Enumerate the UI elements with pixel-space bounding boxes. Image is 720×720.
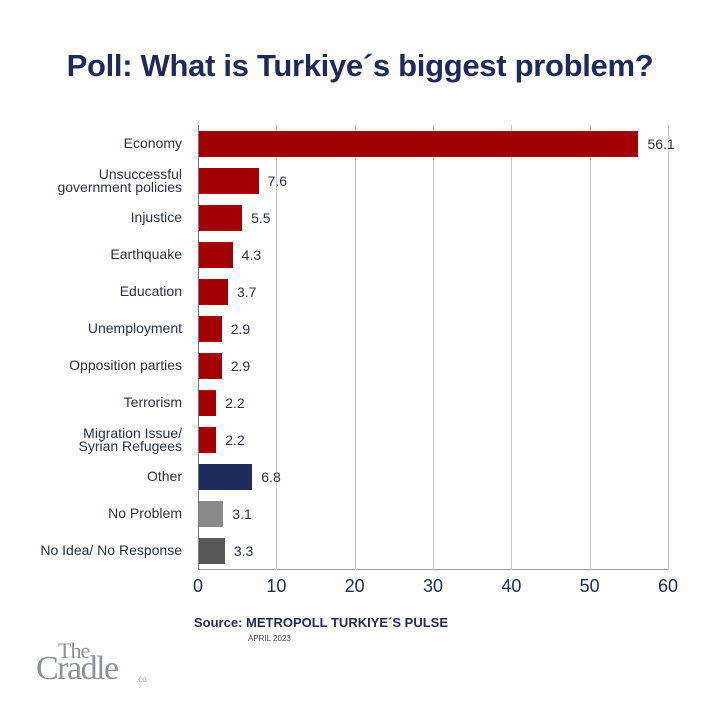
bar	[199, 390, 217, 416]
plot-area: 56.1 7.6 5.5 4.3 3.7 2.9 2.9 2.2 2.2 6.8 3.1 3.3	[198, 125, 675, 570]
x-tick-label: 50	[579, 576, 600, 596]
category-label-line: government policies	[57, 179, 182, 195]
category-label-line: Earthquake	[110, 246, 182, 262]
logo-the: The	[58, 638, 90, 663]
y-axis-line	[198, 125, 199, 570]
x-tick-label: 40	[501, 576, 522, 596]
category-label-line: Migration Issue/	[83, 425, 182, 441]
bar	[199, 168, 259, 194]
x-tick-label: 30	[422, 576, 444, 596]
bar	[199, 242, 233, 268]
bar-value-label: 4.3	[241, 247, 262, 263]
bar-value-label: 3.1	[232, 506, 252, 522]
bar-value-label: 3.3	[233, 543, 254, 559]
category-label: Education	[119, 283, 182, 299]
bar	[199, 501, 224, 527]
gridline	[511, 125, 513, 570]
gridline	[433, 125, 434, 570]
category-label: Economy	[123, 135, 182, 151]
bar	[199, 279, 228, 305]
bar-value-label: 6.8	[261, 469, 281, 485]
source-text: Source: METROPOLL TURKIYE´S PULSE	[194, 615, 449, 630]
bar-value-label: 2.9	[230, 358, 251, 374]
bar	[199, 205, 243, 231]
bar-value-label: 7.6	[267, 173, 287, 189]
bar	[199, 131, 639, 157]
logo-suffix: .co	[136, 674, 147, 684]
x-tick-label: 10	[266, 576, 287, 596]
source-date: APRIL 2023	[248, 634, 291, 643]
category-label-line: Education	[119, 283, 182, 299]
category-label-line: Injustice	[130, 209, 182, 225]
category-label: Terrorism	[123, 394, 182, 410]
category-label: No Idea/ No Response	[40, 542, 182, 558]
category-label: Migration Issue/Syrian Refugees	[78, 425, 182, 454]
category-label-line: No Idea/ No Response	[40, 542, 182, 558]
bar-value-label: 5.5	[251, 210, 271, 226]
gridline	[354, 125, 356, 570]
x-tick-label: 20	[344, 576, 365, 596]
category-label-line: Terrorism	[123, 394, 182, 410]
category-label-line: Unemployment	[87, 320, 182, 336]
category-label: Unemployment	[87, 320, 182, 336]
logo-cradle: Cradle	[36, 650, 119, 687]
category-label: No Problem	[108, 505, 182, 521]
bar	[199, 316, 222, 342]
gridline	[589, 125, 591, 570]
x-tick-label: 60	[657, 576, 679, 596]
gridline	[668, 125, 669, 570]
category-label: Other	[146, 468, 182, 484]
chart-title: Poll: What is Turkiye´s biggest problem?	[66, 48, 654, 83]
category-label-line: Opposition parties	[69, 357, 182, 373]
category-label-line: Economy	[123, 135, 182, 151]
bar	[199, 427, 217, 453]
bar	[199, 464, 253, 490]
bar-value-label: 2.9	[230, 321, 251, 337]
category-label: Opposition parties	[69, 357, 182, 373]
category-label-line: Unsuccessful	[98, 166, 182, 182]
category-label-line: No Problem	[108, 505, 182, 521]
category-label: Injustice	[130, 209, 182, 225]
category-label-line: Other	[146, 468, 182, 484]
gridline	[276, 125, 278, 570]
bar-value-label: 3.7	[236, 284, 257, 300]
x-tick-label: 0	[192, 576, 204, 596]
bar	[199, 353, 222, 379]
category-label: Unsuccessful government policies	[57, 166, 182, 195]
bar-value-label: 2.2	[225, 395, 245, 411]
bar	[199, 538, 225, 564]
bar-value-label: 2.2	[225, 432, 245, 448]
bar-value-label: 56.1	[647, 136, 675, 152]
category-label: Earthquake	[110, 246, 182, 262]
category-label-line: Syrian Refugees	[78, 438, 182, 454]
